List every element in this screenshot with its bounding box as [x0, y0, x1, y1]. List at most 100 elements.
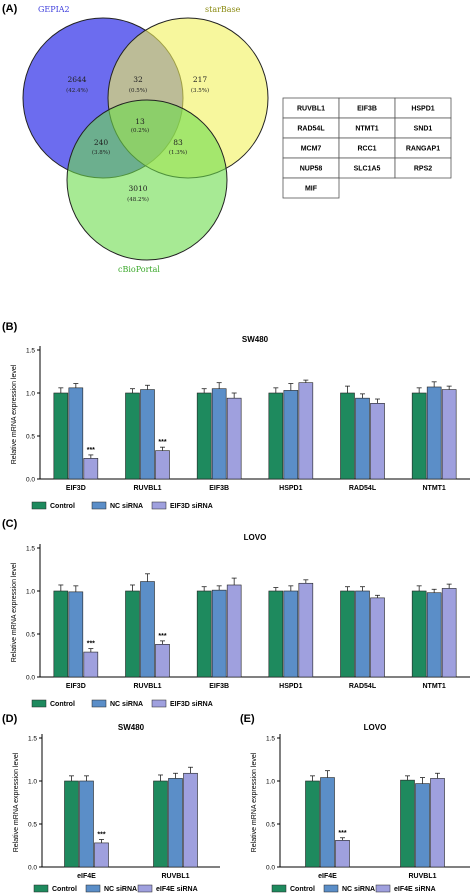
gene-table: RUVBL1 EIF3B HSPD1 RAD54L NTMT1 SND1 MCM7 RCC1 R… — [282, 97, 452, 199]
significance-label: *** — [97, 831, 105, 838]
venn-pct-cbio-only: (48.2%) — [127, 196, 149, 203]
bar-eif3d-eif3d-sirna — [83, 458, 99, 480]
y-axis-label: Relative mRNA expression level — [11, 364, 18, 464]
bar-rad54l-eif3d-sirna — [370, 597, 385, 678]
legend-label-eif3d-sirna: EIF3D siRNA — [170, 503, 213, 510]
panel-label-e: (E) — [240, 713, 255, 725]
panel-label-a: (A) — [2, 3, 18, 15]
legend-label-eif4e-sirna: eIF4E siRNA — [156, 886, 198, 893]
bar-ruvbl1-control — [153, 780, 168, 868]
gene-table-cell-label: SLC1A5 — [354, 166, 381, 173]
bar-ruvbl1-control — [125, 392, 140, 480]
y-axis-label: Relative mRNA expression level — [11, 562, 18, 662]
category-label: EIF3B — [209, 485, 229, 492]
legend-swatch-eif3d-sirna — [151, 699, 167, 708]
y-tick-label: 0.5 — [26, 433, 35, 440]
legend-label-control: Control — [50, 503, 75, 510]
legend-label-control: Control — [52, 886, 77, 893]
y-tick-label: 1.5 — [26, 347, 35, 354]
bar-ruvbl1-nc-sirna — [415, 783, 430, 868]
bar-chart-b: SW480 Relative mRNA expression level 0.0 0.… — [11, 335, 470, 510]
category-label: NTMT1 — [422, 485, 445, 492]
category-label: RUVBL1 — [408, 873, 436, 880]
venn-diagram: GEPIA2 starBase cBioPortal 2644 (42.4%) … — [22, 5, 269, 274]
bar-ntmt1-eif3d-sirna — [441, 588, 457, 678]
bar-eif3d-nc-sirna — [68, 591, 84, 678]
legend-label-nc-sirna: NC siRNA — [342, 886, 375, 893]
legend-label-eif3d-sirna: EIF3D siRNA — [170, 701, 213, 708]
bar-eif4e-control — [64, 780, 79, 868]
gene-table-cell-label: NTMT1 — [355, 126, 378, 133]
bar-eif3b-nc-sirna — [211, 589, 227, 678]
venn-label-starbase: starBase — [205, 5, 241, 14]
bar-ruvbl1-nc-sirna — [140, 581, 155, 678]
bar-ruvbl1-nc-sirna — [140, 389, 155, 480]
category-label: RAD54L — [349, 485, 377, 492]
gene-table-cell-label: NUP58 — [300, 166, 323, 173]
significance-label: *** — [158, 633, 166, 640]
bar-chart-d: SW480 Relative mRNA expression level 0.0 0.… — [13, 723, 220, 893]
legend-swatch-nc-sirna — [91, 699, 107, 708]
venn-pct-all-three: (0.2%) — [131, 127, 149, 134]
venn-pct-gepia-only: (42.4%) — [66, 87, 88, 94]
y-tick-label: 0.0 — [26, 674, 35, 681]
bar-ruvbl1-nc-sirna — [168, 778, 183, 868]
significance-label: *** — [338, 830, 346, 837]
gene-table-cell-label: HSPD1 — [411, 106, 434, 113]
y-tick-label: 1.0 — [26, 588, 35, 595]
gene-table-cell-label: SND1 — [414, 126, 433, 133]
gene-table-cell-label: MCM7 — [301, 146, 322, 153]
legend-label-control: Control — [290, 886, 315, 893]
y-tick-label: 0.5 — [28, 821, 37, 828]
gene-table-cell-label: RANGAP1 — [406, 146, 440, 153]
panel-label-c: (C) — [2, 518, 18, 530]
legend-label-control: Control — [50, 701, 75, 708]
venn-count-gepia-cbio: 240 — [94, 138, 109, 147]
bar-rad54l-control — [340, 392, 355, 480]
bar-rad54l-eif3d-sirna — [370, 403, 385, 480]
y-tick-label: 1.5 — [266, 735, 275, 742]
category-label: eIF4E — [318, 873, 337, 880]
bar-eif3b-control — [196, 590, 212, 678]
venn-pct-starbase-cbio: (1.3%) — [169, 149, 187, 156]
venn-pct-gepia-cbio: (3.8%) — [92, 149, 110, 156]
legend-swatch-eif4e-sirna — [375, 884, 391, 893]
legend-label-nc-sirna: NC siRNA — [110, 701, 143, 708]
venn-count-all-three: 13 — [135, 117, 145, 126]
gene-table-cell — [394, 157, 452, 179]
bar-chart-e: LOVO Relative mRNA expression level 0.0 0.5… — [251, 723, 470, 893]
bar-rad54l-nc-sirna — [355, 590, 370, 678]
chart-title: SW480 — [118, 723, 145, 732]
gene-table-cell-label: RAD54L — [297, 126, 325, 133]
category-label: RUVBL1 — [161, 873, 189, 880]
bar-hspd1-control — [268, 590, 284, 678]
category-label: RAD54L — [349, 683, 377, 690]
gene-table-cell-label: MIF — [305, 186, 318, 193]
bar-ntmt1-nc-sirna — [426, 386, 442, 480]
legend-swatch-eif4e-sirna — [137, 884, 153, 893]
legend-swatch-nc-sirna — [91, 501, 107, 510]
bar-ntmt1-control — [411, 590, 427, 678]
y-tick-label: 0.5 — [26, 631, 35, 638]
bar-rad54l-nc-sirna — [355, 397, 370, 480]
bar-eif3d-control — [53, 392, 69, 480]
venn-count-cbio-only: 3010 — [128, 184, 147, 193]
venn-count-gepia-starbase: 32 — [133, 75, 143, 84]
venn-pct-gepia-starbase: (0.5%) — [129, 87, 147, 94]
legend-swatch-eif3d-sirna — [151, 501, 167, 510]
gene-table-cell — [282, 177, 340, 199]
y-tick-label: 0.5 — [266, 821, 275, 828]
y-tick-label: 0.0 — [26, 476, 35, 483]
gene-table-cell-label: RPS2 — [414, 166, 432, 173]
legend-swatch-control — [271, 884, 287, 893]
legend-label-eif4e-sirna: eIF4E siRNA — [394, 886, 436, 893]
y-tick-label: 1.5 — [28, 735, 37, 742]
bar-eif4e-eif4e-sirna — [94, 842, 109, 868]
bar-eif3b-eif3d-sirna — [226, 584, 242, 678]
bar-eif3b-eif3d-sirna — [226, 397, 242, 480]
venn-label-gepia2: GEPIA2 — [38, 5, 70, 14]
category-label: EIF3D — [66, 683, 86, 690]
bar-eif3d-nc-sirna — [68, 387, 84, 480]
bar-eif3b-nc-sirna — [211, 388, 227, 480]
legend-swatch-nc-sirna — [323, 884, 339, 893]
